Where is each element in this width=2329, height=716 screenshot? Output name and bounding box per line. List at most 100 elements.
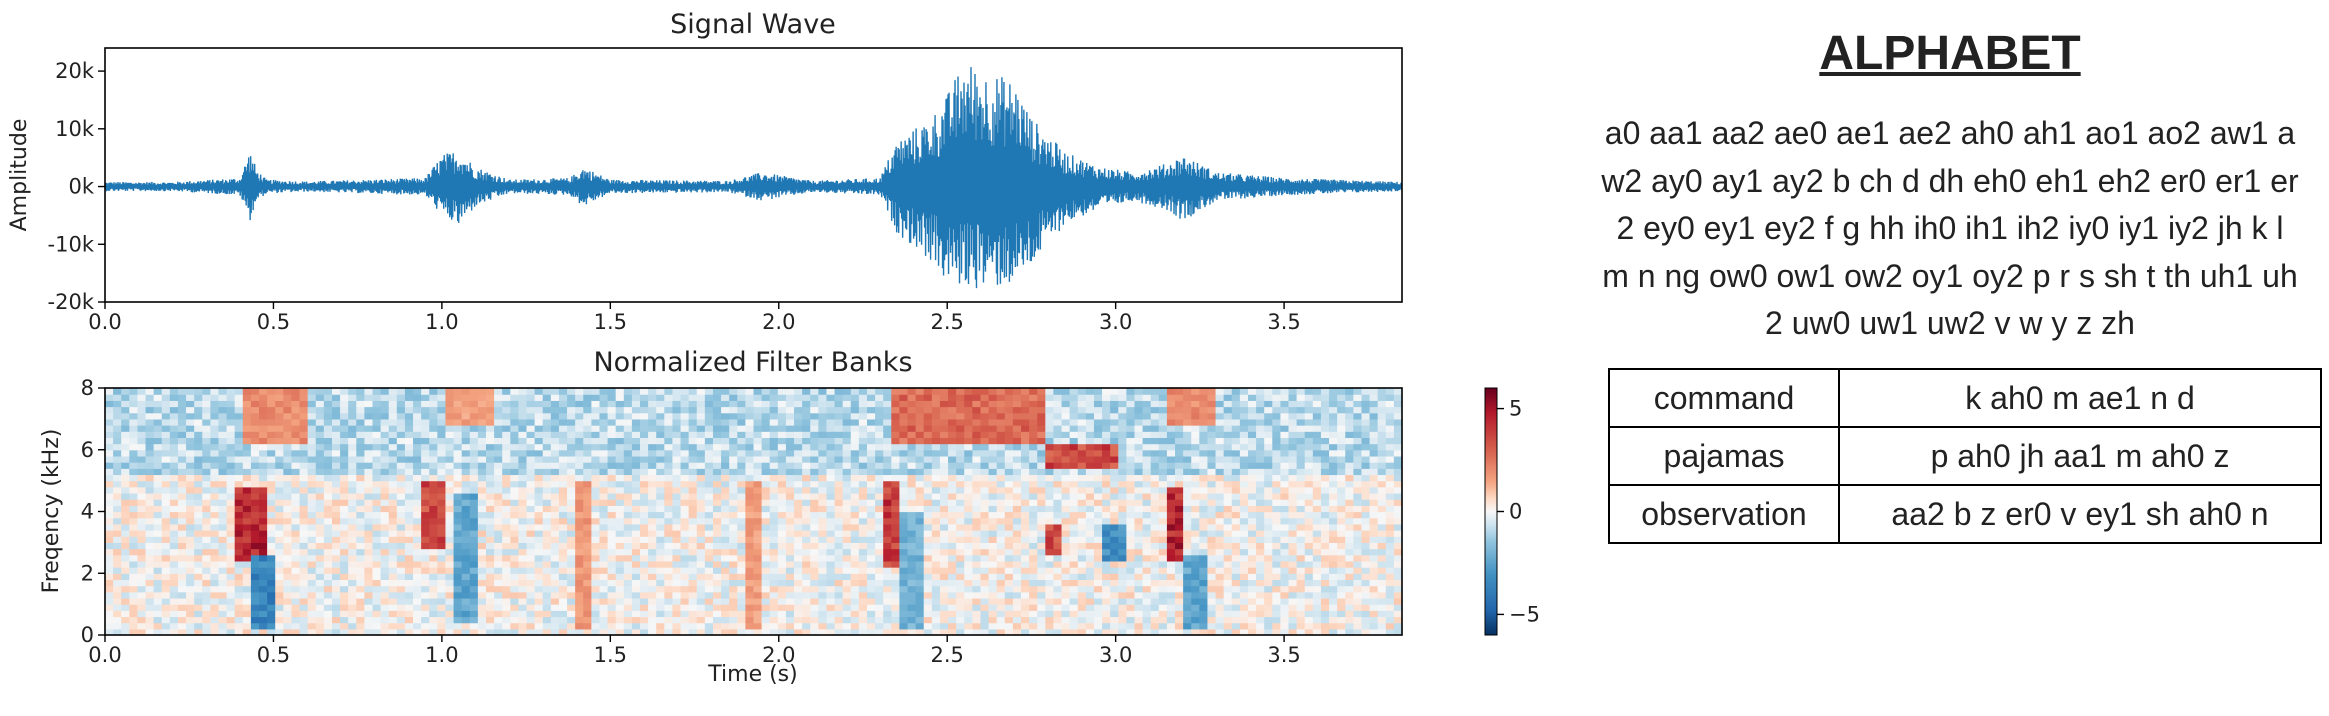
heatmap-cell — [380, 567, 390, 574]
heatmap-cell — [964, 511, 973, 519]
heatmap-cell — [972, 400, 982, 408]
heatmap-cell — [891, 554, 901, 562]
heatmap-cell — [542, 480, 552, 488]
heatmap-cell — [1012, 443, 1022, 451]
heatmap-cell — [250, 628, 260, 635]
heatmap-cell — [988, 480, 998, 488]
heatmap-cell — [275, 425, 284, 432]
heatmap-cell — [283, 505, 293, 513]
heatmap-cell — [1045, 585, 1055, 593]
heatmap-cell — [883, 388, 892, 395]
heatmap-cell — [510, 431, 520, 438]
heatmap-cell — [826, 455, 836, 463]
heatmap-cell — [1085, 530, 1095, 537]
heatmap-cell — [923, 486, 933, 494]
heatmap-cell — [194, 548, 203, 556]
heatmap-cell — [753, 412, 763, 420]
heatmap-cell — [259, 542, 268, 550]
heatmap-cell — [477, 517, 487, 525]
heatmap-cell — [534, 511, 544, 519]
heatmap-cell — [550, 388, 560, 395]
heatmap-cell — [234, 530, 244, 537]
heatmap-cell — [737, 505, 746, 513]
heatmap-cell — [794, 455, 803, 463]
heatmap-cell — [842, 567, 852, 574]
heatmap-cell — [267, 468, 276, 476]
heatmap-cell — [469, 468, 479, 476]
heatmap-cell — [712, 480, 722, 488]
heatmap-cell — [299, 486, 309, 494]
heatmap-cell — [542, 560, 552, 568]
heatmap-cell — [1102, 591, 1111, 599]
heatmap-cell — [137, 406, 147, 414]
heatmap-cell — [858, 425, 868, 432]
heatmap-cell — [396, 486, 406, 494]
heatmap-cell — [1077, 388, 1087, 395]
heatmap-cell — [1045, 418, 1055, 426]
heatmap-cell — [607, 412, 617, 420]
heatmap-cell — [510, 425, 520, 432]
heatmap-cell — [737, 455, 746, 463]
heatmap-cell — [275, 400, 284, 408]
heatmap-cell — [202, 474, 211, 482]
heatmap-cell — [315, 443, 325, 451]
heatmap-cell — [850, 394, 860, 401]
heatmap-cell — [1037, 579, 1046, 587]
heatmap-cell — [907, 560, 917, 568]
heatmap-cell — [526, 462, 536, 469]
heatmap-cell — [891, 573, 901, 581]
heatmap-cell — [380, 616, 390, 624]
heatmap-cell — [161, 499, 171, 506]
heatmap-cell — [105, 585, 114, 593]
heatmap-cell — [340, 443, 349, 451]
heatmap-cell — [939, 468, 949, 476]
heatmap-cell — [226, 530, 236, 537]
heatmap-cell — [1061, 437, 1071, 445]
heatmap-cell — [323, 443, 333, 451]
heatmap-cell — [567, 486, 576, 494]
heatmap-cell — [907, 517, 917, 525]
heatmap-cell — [834, 443, 844, 451]
heatmap-cell — [899, 437, 909, 445]
heatmap-cell — [696, 597, 706, 605]
heatmap-cell — [234, 579, 244, 587]
heatmap-cell — [1102, 480, 1111, 488]
heatmap-cell — [307, 622, 317, 630]
heatmap-cell — [1037, 455, 1046, 463]
heatmap-cell — [105, 567, 114, 574]
heatmap-cell — [356, 560, 365, 568]
heatmap-cell — [599, 622, 609, 630]
heatmap-cell — [534, 474, 544, 482]
heatmap-cell — [348, 597, 357, 605]
heatmap-cell — [445, 437, 455, 445]
heatmap-cell — [826, 591, 836, 599]
heatmap-cell — [1102, 536, 1111, 543]
heatmap-cell — [218, 579, 228, 587]
heatmap-cell — [858, 418, 868, 426]
heatmap-cell — [688, 554, 698, 562]
heatmap-cell — [1102, 443, 1111, 451]
heatmap-cell — [810, 431, 819, 438]
heatmap-cell — [250, 610, 260, 618]
heatmap-cell — [939, 622, 949, 630]
heatmap-cell — [631, 443, 641, 451]
heatmap-cell — [518, 579, 528, 587]
heatmap-cell — [1085, 486, 1095, 494]
heatmap-cell — [494, 604, 503, 611]
heatmap-cell — [875, 449, 884, 457]
heatmap-cell — [1021, 554, 1030, 562]
heatmap-cell — [599, 431, 609, 438]
heatmap-cell — [753, 449, 763, 457]
heatmap-cell — [1093, 412, 1103, 420]
heatmap-cell — [672, 492, 682, 500]
heatmap-cell — [1021, 437, 1030, 445]
heatmap-cell — [396, 579, 406, 587]
heatmap-cell — [631, 567, 641, 574]
heatmap-cell — [323, 530, 333, 537]
heatmap-cell — [429, 560, 438, 568]
heatmap-cell — [129, 443, 139, 451]
heatmap-cell — [445, 554, 455, 562]
heatmap-cell — [1053, 455, 1063, 463]
heatmap-cell — [745, 628, 755, 635]
heatmap-cell — [137, 585, 147, 593]
